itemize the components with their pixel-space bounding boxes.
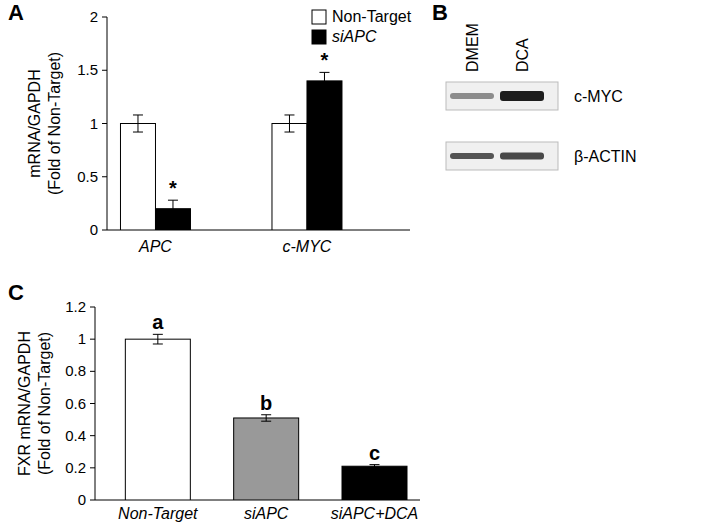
y-axis-label-line: (Fold of Non-Target) bbox=[46, 52, 63, 195]
row-label: β-ACTIN bbox=[574, 148, 637, 165]
annotation: a bbox=[152, 311, 164, 333]
y-axis-label-line: (Fold of Non-Target) bbox=[36, 332, 53, 475]
y-tick-label: 0.2 bbox=[65, 459, 86, 476]
error-stem bbox=[172, 200, 173, 217]
error-cap bbox=[133, 114, 143, 115]
blot-band bbox=[450, 93, 494, 99]
error-stem bbox=[324, 72, 325, 89]
y-axis-label-line: mRNA/GAPDH bbox=[26, 69, 43, 177]
y-tick bbox=[90, 500, 95, 501]
error-stem bbox=[266, 415, 267, 421]
row-label: c-MYC bbox=[574, 88, 623, 105]
y-axis-label: mRNA/GAPDH(Fold of Non-Target) bbox=[26, 52, 63, 195]
error-stem bbox=[137, 115, 138, 132]
y-tick-label: 1 bbox=[78, 330, 86, 347]
y-tick-label: 0 bbox=[78, 491, 86, 508]
error-cap bbox=[370, 467, 380, 468]
blot-band bbox=[500, 91, 544, 101]
y-tick-label: 0 bbox=[90, 221, 98, 238]
error-bar bbox=[284, 115, 294, 132]
blot-strip bbox=[446, 82, 558, 110]
legend-swatch bbox=[312, 30, 326, 44]
error-bar bbox=[133, 115, 143, 132]
x-tick-label: Non-Target bbox=[118, 505, 198, 522]
y-axis-label-line: FXR mRNA/GAPDH bbox=[16, 331, 33, 476]
y-tick bbox=[90, 339, 95, 340]
y-tick-label: 0.5 bbox=[77, 168, 98, 185]
error-cap bbox=[284, 132, 294, 133]
annotation: * bbox=[321, 49, 329, 71]
bar bbox=[342, 466, 407, 500]
y-tick bbox=[90, 403, 95, 404]
blot-strip bbox=[446, 142, 558, 170]
bar bbox=[234, 418, 299, 500]
error-cap bbox=[284, 114, 294, 115]
y-tick-label: 1.5 bbox=[77, 61, 98, 78]
error-bar bbox=[261, 415, 271, 421]
y-tick-label: 0.4 bbox=[65, 427, 86, 444]
x-tick-label: APC bbox=[138, 238, 172, 255]
bar bbox=[120, 124, 155, 231]
y-axis-label: FXR mRNA/GAPDH(Fold of Non-Target) bbox=[16, 331, 53, 476]
panel-label: B bbox=[432, 0, 448, 25]
y-tick bbox=[90, 467, 95, 468]
legend-label: siAPC bbox=[332, 28, 377, 45]
annotation: b bbox=[260, 392, 272, 414]
y-tick bbox=[102, 230, 107, 231]
error-cap bbox=[261, 414, 271, 415]
error-stem bbox=[289, 115, 290, 132]
error-stem bbox=[157, 334, 158, 344]
bar bbox=[272, 124, 307, 231]
plot-area bbox=[125, 334, 407, 500]
lane-label: DMEM bbox=[464, 23, 481, 72]
y-tick-label: 1 bbox=[90, 115, 98, 132]
annotation: c bbox=[369, 442, 380, 464]
lane-label: DCA bbox=[514, 38, 531, 72]
y-tick bbox=[102, 70, 107, 71]
error-cap bbox=[153, 334, 163, 335]
y-tick-label: 2 bbox=[90, 8, 98, 25]
x-tick-label: siAPC+DCA bbox=[331, 505, 419, 522]
x-tick-label: c-MYC bbox=[283, 238, 332, 255]
figure: AmRNA/GAPDH(Fold of Non-Target)00.511.52… bbox=[0, 0, 720, 526]
y-tick-label: 0.8 bbox=[65, 362, 86, 379]
blot-band bbox=[500, 153, 544, 160]
x-tick-label: siAPC bbox=[244, 505, 289, 522]
y-tick bbox=[102, 176, 107, 177]
bar bbox=[307, 81, 342, 230]
y-tick bbox=[90, 307, 95, 308]
error-cap bbox=[133, 132, 143, 133]
annotation: * bbox=[169, 177, 177, 199]
error-bar bbox=[153, 334, 163, 344]
panel-label: A bbox=[8, 0, 24, 25]
y-tick bbox=[90, 371, 95, 372]
error-cap bbox=[319, 89, 329, 90]
y-tick bbox=[90, 435, 95, 436]
bar bbox=[125, 339, 190, 500]
y-tick bbox=[102, 123, 107, 124]
error-bar bbox=[168, 200, 178, 217]
y-tick-label: 1.2 bbox=[65, 298, 86, 315]
plot-area bbox=[120, 72, 342, 230]
error-cap bbox=[153, 343, 163, 344]
legend-swatch bbox=[312, 10, 326, 24]
blot-band bbox=[450, 153, 494, 159]
error-cap bbox=[168, 200, 178, 201]
legend-label: Non-Target bbox=[332, 8, 412, 25]
error-bar bbox=[370, 465, 380, 468]
error-cap bbox=[261, 421, 271, 422]
error-cap bbox=[370, 464, 380, 465]
panel-label: C bbox=[8, 280, 24, 305]
y-tick-label: 0.6 bbox=[65, 395, 86, 412]
error-cap bbox=[168, 217, 178, 218]
error-bar bbox=[319, 72, 329, 89]
error-cap bbox=[319, 72, 329, 73]
y-tick bbox=[102, 17, 107, 18]
